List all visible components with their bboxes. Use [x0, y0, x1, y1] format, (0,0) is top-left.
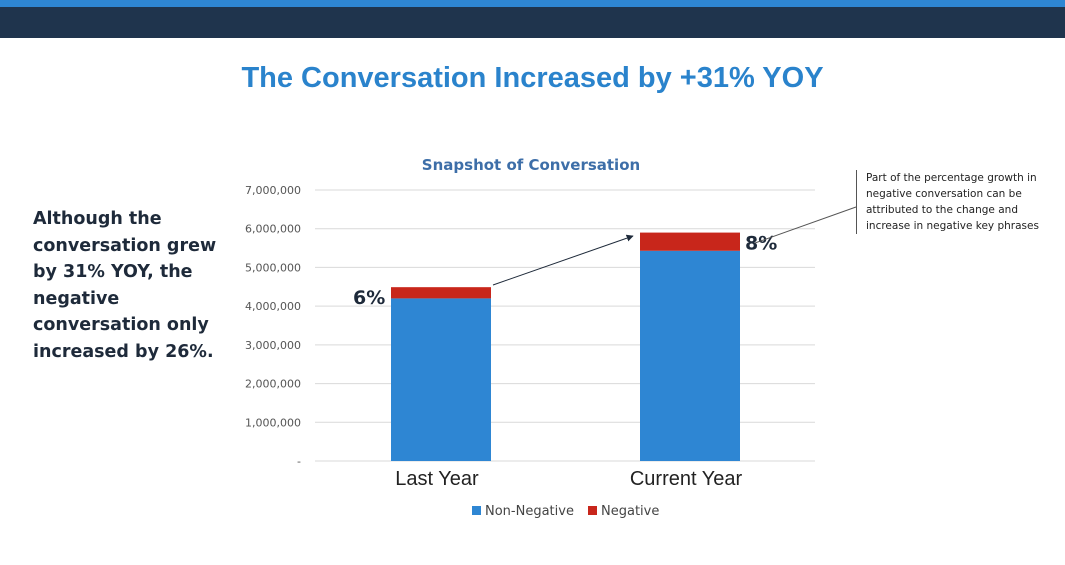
legend-swatch: [588, 506, 597, 515]
y-tick-label: 6,000,000: [245, 223, 301, 236]
y-tick-label: 4,000,000: [245, 300, 301, 313]
data-label-percent: 8%: [745, 233, 777, 255]
bar-non-negative-current-year: [640, 250, 740, 461]
y-tick-label: 1,000,000: [245, 416, 301, 429]
y-tick-label: 3,000,000: [245, 339, 301, 352]
y-tick-label: 7,000,000: [245, 184, 301, 197]
chart-title: Snapshot of Conversation: [422, 156, 640, 174]
data-label-percent: 6%: [353, 287, 385, 309]
bar-negative-last-year: [391, 287, 491, 299]
bar-non-negative-last-year: [391, 298, 491, 461]
bar-negative-current-year: [640, 232, 740, 251]
legend-swatch: [472, 506, 481, 515]
callout-leader-line: [754, 206, 857, 244]
summary-note: Although the conversation grew by 31% YO…: [33, 209, 217, 362]
x-tick-label: Last Year: [395, 468, 479, 490]
legend-label: Negative: [601, 504, 659, 519]
legend-label: Non-Negative: [485, 504, 574, 519]
x-tick-label: Current Year: [630, 468, 743, 490]
y-tick-label: -: [297, 455, 301, 468]
slide-title: The Conversation Increased by +31% YOY: [241, 62, 824, 94]
header-bar: [0, 7, 1065, 38]
y-tick-label: 5,000,000: [245, 261, 301, 274]
callout-note: Part of the percentage growth in negativ…: [856, 170, 1046, 234]
y-tick-label: 2,000,000: [245, 378, 301, 391]
growth-arrow: [492, 234, 634, 286]
top-accent-bar: [0, 0, 1065, 7]
